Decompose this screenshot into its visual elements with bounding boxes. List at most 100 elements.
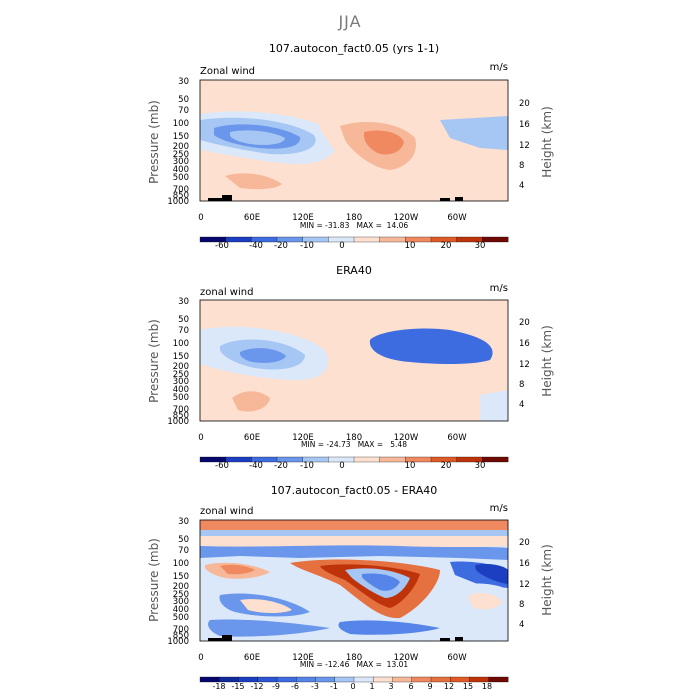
x-tick: 0 [198, 653, 203, 663]
panel-title: 107.autocon_fact0.05 - ERA40 [271, 484, 438, 497]
height-ticks: 20 16 12 8 4 [519, 99, 530, 191]
colorbar-label: -3 [311, 682, 319, 691]
colorbar: -60 -40 -20 -10 0 10 20 30 [199, 236, 509, 251]
height-tick: 8 [519, 161, 524, 171]
colorbar-label: 30 [475, 461, 486, 471]
x-tick: 0 [198, 213, 203, 223]
colorbar-label: -60 [215, 241, 229, 251]
y-tick: 200 [173, 582, 189, 592]
colorbar-label: 0 [339, 241, 344, 251]
height-tick: 8 [519, 380, 524, 390]
y-tick: 500 [173, 173, 189, 183]
y-tick: 50 [178, 95, 189, 105]
y-tick: 700 [173, 405, 189, 415]
colorbar-labels: -60 -40 -20 -10 0 10 20 30 [215, 461, 485, 471]
panel-title: 107.autocon_fact0.05 (yrs 1-1) [269, 42, 439, 55]
colorbar-labels: -60 -40 -20 -10 0 10 20 30 [215, 241, 485, 251]
field [199, 519, 509, 642]
field-patch [200, 545, 508, 560]
orography-block [440, 198, 450, 201]
colorbar-label: -1 [330, 682, 338, 691]
y-tick: 400 [173, 605, 189, 615]
y-axis-label: Pressure (mb) [147, 100, 161, 184]
field-patch [364, 130, 404, 155]
orography-block [440, 638, 450, 641]
orography-block [222, 195, 232, 201]
colorbar-label: -40 [249, 461, 263, 471]
x-ticks: 0 60E 120E 180 120W 60W [198, 433, 467, 443]
field-patch [460, 150, 508, 190]
y-tick: 30 [178, 297, 189, 307]
colorbar-label: 18 [482, 682, 492, 691]
x-tick: 60W [447, 213, 467, 223]
field-patch [240, 348, 286, 363]
colorbar-box [353, 456, 381, 463]
orography-block [455, 197, 463, 201]
colorbar-label: -18 [212, 682, 225, 691]
min-max-stats: MIN = -24.73 MAX = 5.48 [301, 440, 407, 449]
colorbar: -60 -40 -20 -10 0 10 20 30 [199, 456, 509, 471]
field-patch [362, 573, 400, 591]
field-patch [225, 173, 282, 190]
colorbar: -18 -15 -12 -9 -6 -3 -1 0 1 3 6 9 12 15 … [199, 676, 509, 691]
panel-era40: ERA40 zonal wind m/s Pressure (mb) Heigh… [147, 264, 554, 471]
panel-title: ERA40 [336, 264, 372, 277]
y-tick: 300 [173, 157, 189, 167]
colorbar-labels: -18 -15 -12 -9 -6 -3 -1 0 1 3 6 9 12 15 … [212, 682, 492, 691]
x-tick: 0 [198, 433, 203, 443]
height-ticks: 20 16 12 8 4 [519, 538, 530, 630]
height-tick: 4 [519, 620, 524, 630]
y-ticks: 30 50 70 100 150 200 250 300 400 500 700… [167, 517, 189, 647]
panel-model: 107.autocon_fact0.05 (yrs 1-1) Zonal win… [147, 42, 554, 251]
units-label: m/s [490, 62, 508, 73]
y-tick: 150 [173, 132, 189, 142]
y-tick: 50 [178, 315, 189, 325]
field-patch [480, 390, 508, 421]
colorbar-label: 10 [405, 461, 416, 471]
colorbar-boxes [199, 456, 509, 463]
y-tick: 850 [173, 631, 189, 641]
y-axis-right-label: Height (km) [540, 325, 554, 396]
x-tick: 120E [292, 213, 314, 223]
y-tick: 1000 [167, 417, 189, 427]
orography-block [208, 638, 228, 641]
field-patch [369, 328, 493, 364]
field-patch [338, 620, 440, 635]
orography [208, 635, 463, 641]
colorbar-label: -12 [250, 682, 263, 691]
colorbar-label: 20 [441, 461, 452, 471]
height-tick: 4 [519, 181, 524, 191]
y-tick: 70 [178, 546, 189, 556]
y-axis-label: Pressure (mb) [147, 319, 161, 403]
y-tick: 30 [178, 517, 189, 527]
orography [208, 195, 463, 201]
x-tick: 180 [346, 653, 362, 663]
height-tick: 20 [519, 99, 530, 109]
field-patch [468, 593, 502, 610]
min-max-stats: MIN = -12.46 MAX = 13.01 [300, 660, 409, 669]
y-tick: 700 [173, 185, 189, 195]
x-ticks: 0 60E 120E 180 120W 60W [198, 213, 467, 223]
x-tick: 120E [292, 653, 314, 663]
colorbar-label: 10 [405, 241, 416, 251]
plot-frame [199, 79, 509, 202]
units-label: m/s [490, 503, 508, 514]
colorbar-label: 1 [369, 682, 374, 691]
y-axis-right-label: Height (km) [540, 544, 554, 615]
x-tick: 60W [447, 433, 467, 443]
height-tick: 4 [519, 400, 524, 410]
y-tick: 200 [173, 142, 189, 152]
y-tick: 850 [173, 411, 189, 421]
y-tick: 250 [173, 150, 189, 160]
orography-block [208, 198, 228, 201]
field-patch [475, 563, 508, 584]
field-patch [220, 564, 255, 575]
y-tick: 150 [173, 352, 189, 362]
y-tick: 30 [178, 77, 189, 87]
x-tick: 60W [447, 653, 467, 663]
y-ticks: 30 50 70 100 150 200 250 300 400 500 700… [167, 297, 189, 427]
colorbar-box [482, 236, 509, 243]
field-patch [200, 100, 508, 110]
y-tick: 300 [173, 377, 189, 387]
y-tick: 100 [173, 119, 189, 129]
